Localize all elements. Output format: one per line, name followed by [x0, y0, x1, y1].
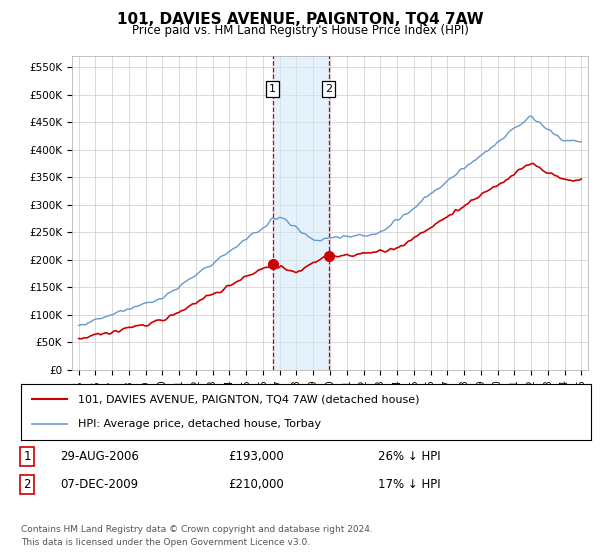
Text: 2: 2: [23, 478, 31, 491]
Text: £193,000: £193,000: [228, 450, 284, 463]
Text: 29-AUG-2006: 29-AUG-2006: [60, 450, 139, 463]
Text: 26% ↓ HPI: 26% ↓ HPI: [378, 450, 440, 463]
Text: Contains HM Land Registry data © Crown copyright and database right 2024.: Contains HM Land Registry data © Crown c…: [21, 525, 373, 534]
Text: HPI: Average price, detached house, Torbay: HPI: Average price, detached house, Torb…: [78, 419, 321, 429]
Text: 2: 2: [325, 84, 332, 94]
Text: 101, DAVIES AVENUE, PAIGNTON, TQ4 7AW: 101, DAVIES AVENUE, PAIGNTON, TQ4 7AW: [116, 12, 484, 27]
Text: 1: 1: [23, 450, 31, 463]
Text: 07-DEC-2009: 07-DEC-2009: [60, 478, 138, 491]
Text: 1: 1: [269, 84, 276, 94]
Text: Price paid vs. HM Land Registry's House Price Index (HPI): Price paid vs. HM Land Registry's House …: [131, 24, 469, 38]
Text: This data is licensed under the Open Government Licence v3.0.: This data is licensed under the Open Gov…: [21, 538, 310, 547]
Text: 101, DAVIES AVENUE, PAIGNTON, TQ4 7AW (detached house): 101, DAVIES AVENUE, PAIGNTON, TQ4 7AW (d…: [78, 394, 419, 404]
Bar: [273, 56, 329, 370]
Text: £210,000: £210,000: [228, 478, 284, 491]
Text: 17% ↓ HPI: 17% ↓ HPI: [378, 478, 440, 491]
